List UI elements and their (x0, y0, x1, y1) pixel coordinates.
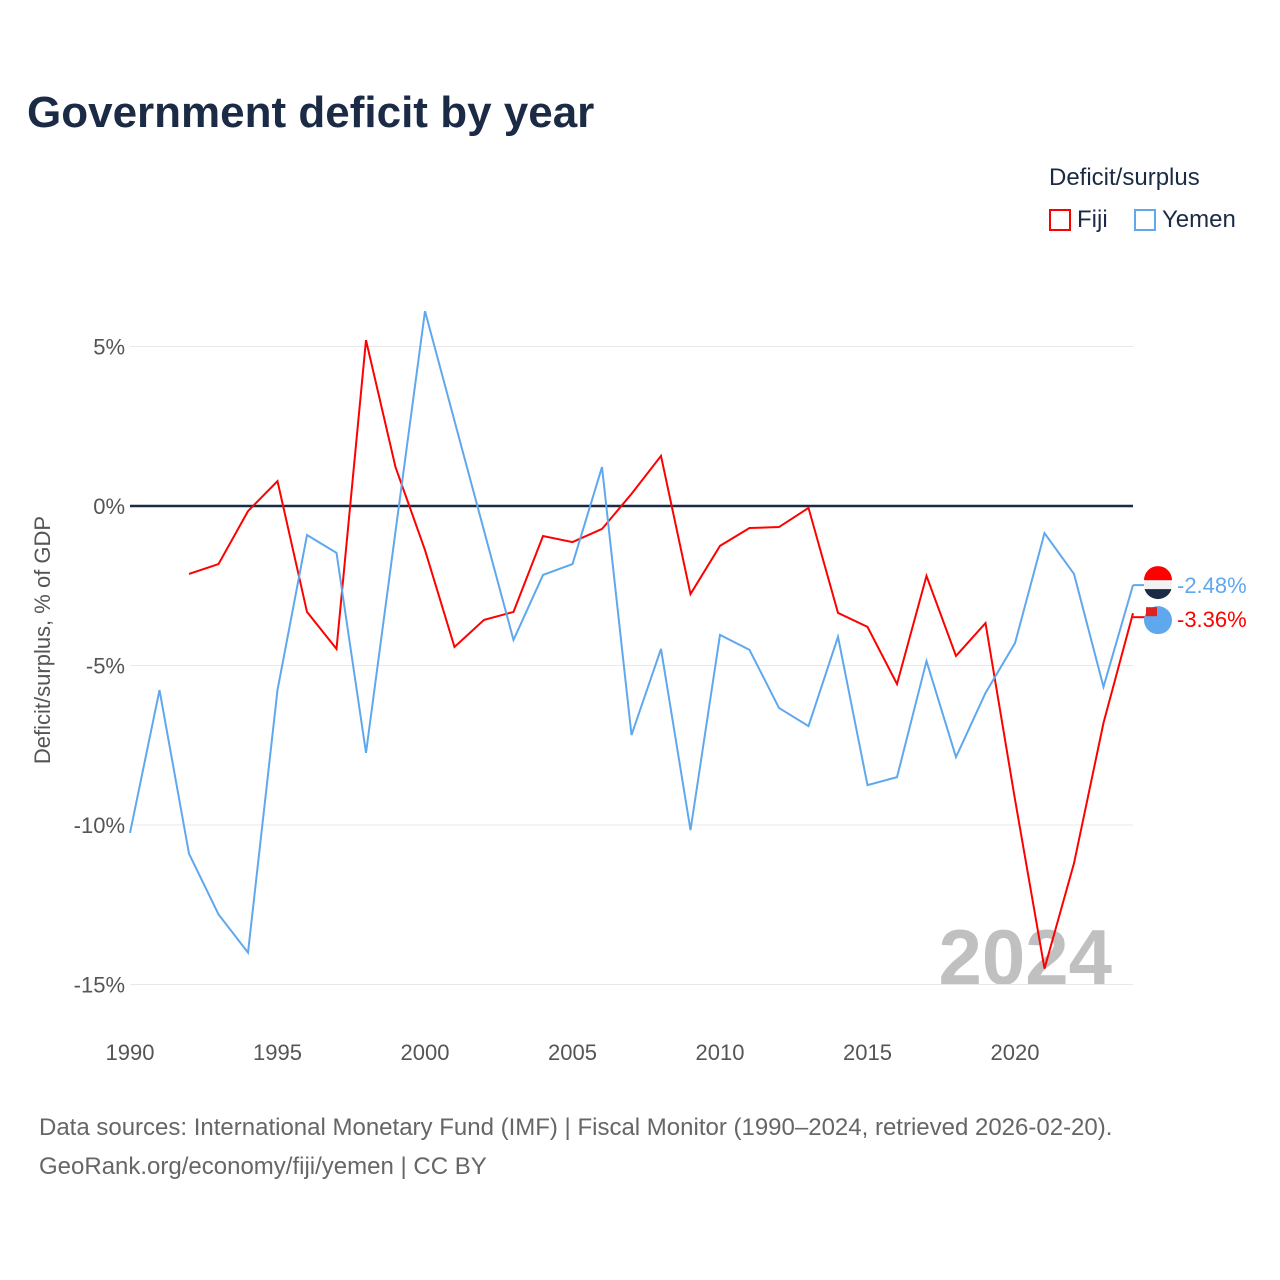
source-note: Data sources: International Monetary Fun… (39, 1108, 1112, 1186)
end-label-yemen: -2.48% (1177, 573, 1247, 598)
x-tick-label: 2020 (991, 1040, 1040, 1065)
x-tick-label: 1995 (253, 1040, 302, 1065)
x-tick-label: 2005 (548, 1040, 597, 1065)
series-line-fiji (188, 339, 1134, 969)
legend-item-yemen[interactable]: Yemen (1134, 206, 1236, 234)
legend-title: Deficit/surplus (1049, 164, 1200, 191)
series-line-yemen (129, 310, 1134, 956)
y-tick-label: -10% (74, 813, 125, 838)
x-tick-label: 2000 (401, 1040, 450, 1065)
end-label-fiji: -3.36% (1177, 607, 1247, 632)
y-tick-label: -5% (86, 654, 125, 679)
legend-item-fiji[interactable]: Fiji (1049, 206, 1108, 234)
source-line-2[interactable]: GeoRank.org/economy/fiji/yemen | CC BY (39, 1153, 487, 1180)
y-tick-label: -15% (74, 973, 125, 998)
source-line-1: Data sources: International Monetary Fun… (39, 1114, 1113, 1141)
yemen-flag-white-band (1144, 580, 1172, 590)
y-tick-label: 0% (93, 494, 125, 519)
x-tick-label: 1990 (106, 1040, 155, 1065)
legend-label: Fiji (1077, 206, 1108, 233)
x-tick-label: 2015 (843, 1040, 892, 1065)
chart-title: Government deficit by year (27, 88, 595, 137)
legend-label: Yemen (1162, 206, 1236, 233)
fiji-flag-union-icon (1146, 607, 1157, 617)
year-watermark: 2024 (938, 913, 1112, 1001)
y-tick-label: 5% (93, 335, 125, 360)
yemen-flag-red-band (1144, 566, 1172, 581)
y-axis-label: Deficit/surplus, % of GDP (30, 516, 55, 764)
legend-swatch-yemen (1134, 209, 1156, 231)
x-tick-label: 2010 (696, 1040, 745, 1065)
legend-swatch-fiji (1049, 209, 1071, 231)
